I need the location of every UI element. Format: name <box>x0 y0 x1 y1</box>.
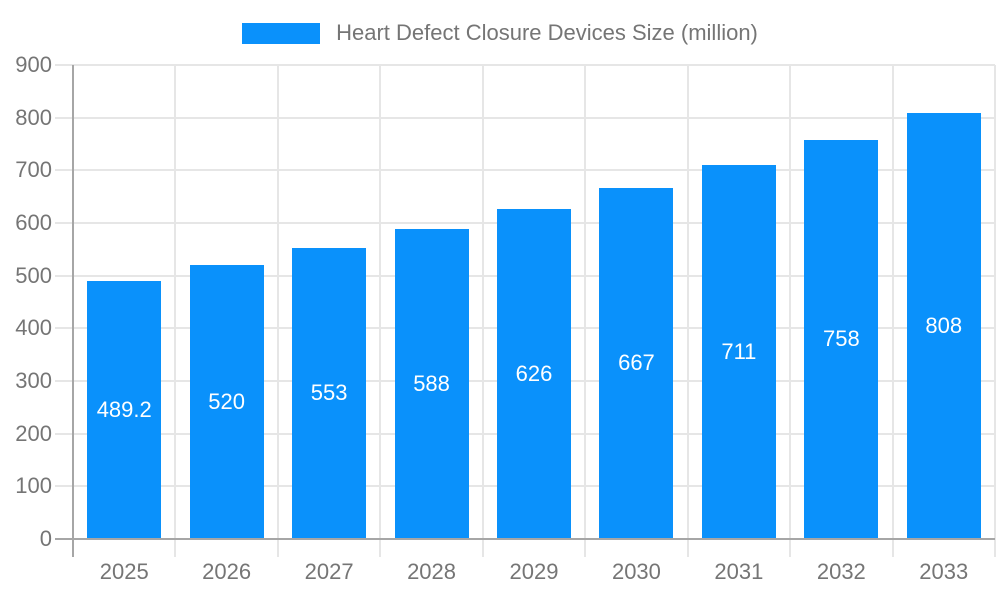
bar-2028[interactable] <box>394 229 469 539</box>
y-axis-line <box>72 65 74 557</box>
chart-legend[interactable]: Heart Defect Closure Devices Size (milli… <box>0 20 1000 45</box>
x-axis-line <box>55 538 995 540</box>
gridline-x <box>174 65 177 557</box>
bar-value-label: 667 <box>618 350 655 376</box>
y-axis-tick-label: 0 <box>39 526 52 551</box>
bar-value-label: 808 <box>925 313 963 339</box>
x-axis-tick-label: 2025 <box>99 559 149 584</box>
bar-2027[interactable] <box>292 247 367 539</box>
gridline-x <box>379 65 382 557</box>
x-axis-tick-label: 2026 <box>202 559 252 584</box>
bar-value-label: 489.2 <box>96 397 152 423</box>
bar-value-label: 520 <box>208 389 246 415</box>
legend-swatch-icon <box>242 22 321 44</box>
bar-value-label: 553 <box>310 380 348 406</box>
gridline-x <box>481 65 484 557</box>
y-axis-tick-label: 300 <box>15 368 52 393</box>
gridline-x <box>276 65 279 557</box>
gridline-y-800 <box>55 116 995 119</box>
y-axis-tick-label: 100 <box>15 473 52 499</box>
bar-value-label: 588 <box>413 371 450 397</box>
bar-value-label: 626 <box>515 361 553 387</box>
y-axis-tick-label: 900 <box>15 52 52 77</box>
y-axis-tick-label: 800 <box>15 104 52 130</box>
x-axis-tick-label: 2029 <box>509 559 559 584</box>
bar-2031[interactable] <box>701 164 776 539</box>
x-axis-tick-label: 2031 <box>714 559 764 584</box>
gridline-x <box>994 65 996 557</box>
gridline-x <box>686 65 689 557</box>
bar-value-label: 758 <box>822 326 860 352</box>
y-axis-tick-label: 200 <box>15 420 52 446</box>
bar-2032[interactable] <box>804 139 879 539</box>
x-axis-tick-label: 2033 <box>919 559 969 584</box>
bar-2025[interactable] <box>87 281 162 539</box>
gridline-x <box>584 65 587 557</box>
x-axis-tick-label: 2030 <box>611 559 661 584</box>
x-axis-tick-label: 2032 <box>816 559 866 584</box>
y-axis-tick-label: 600 <box>15 210 52 235</box>
y-axis-tick-label: 400 <box>15 315 52 341</box>
bar-value-label: 711 <box>721 338 757 364</box>
gridline-y-700 <box>55 169 995 172</box>
bar-2030[interactable] <box>599 187 674 539</box>
x-axis-tick-label: 2028 <box>407 559 457 584</box>
y-axis-tick-label: 700 <box>15 157 52 183</box>
y-axis-tick-label: 500 <box>15 262 52 288</box>
bar-2029[interactable] <box>497 209 571 539</box>
legend-label: Heart Defect Closure Devices Size (milli… <box>336 20 758 45</box>
gridline-x <box>789 65 792 557</box>
bar-2033[interactable] <box>906 113 981 539</box>
bar-2026[interactable] <box>189 265 264 539</box>
x-axis-tick-label: 2027 <box>304 559 354 584</box>
gridline-y-900 <box>55 64 995 66</box>
gridline-x <box>891 65 894 557</box>
